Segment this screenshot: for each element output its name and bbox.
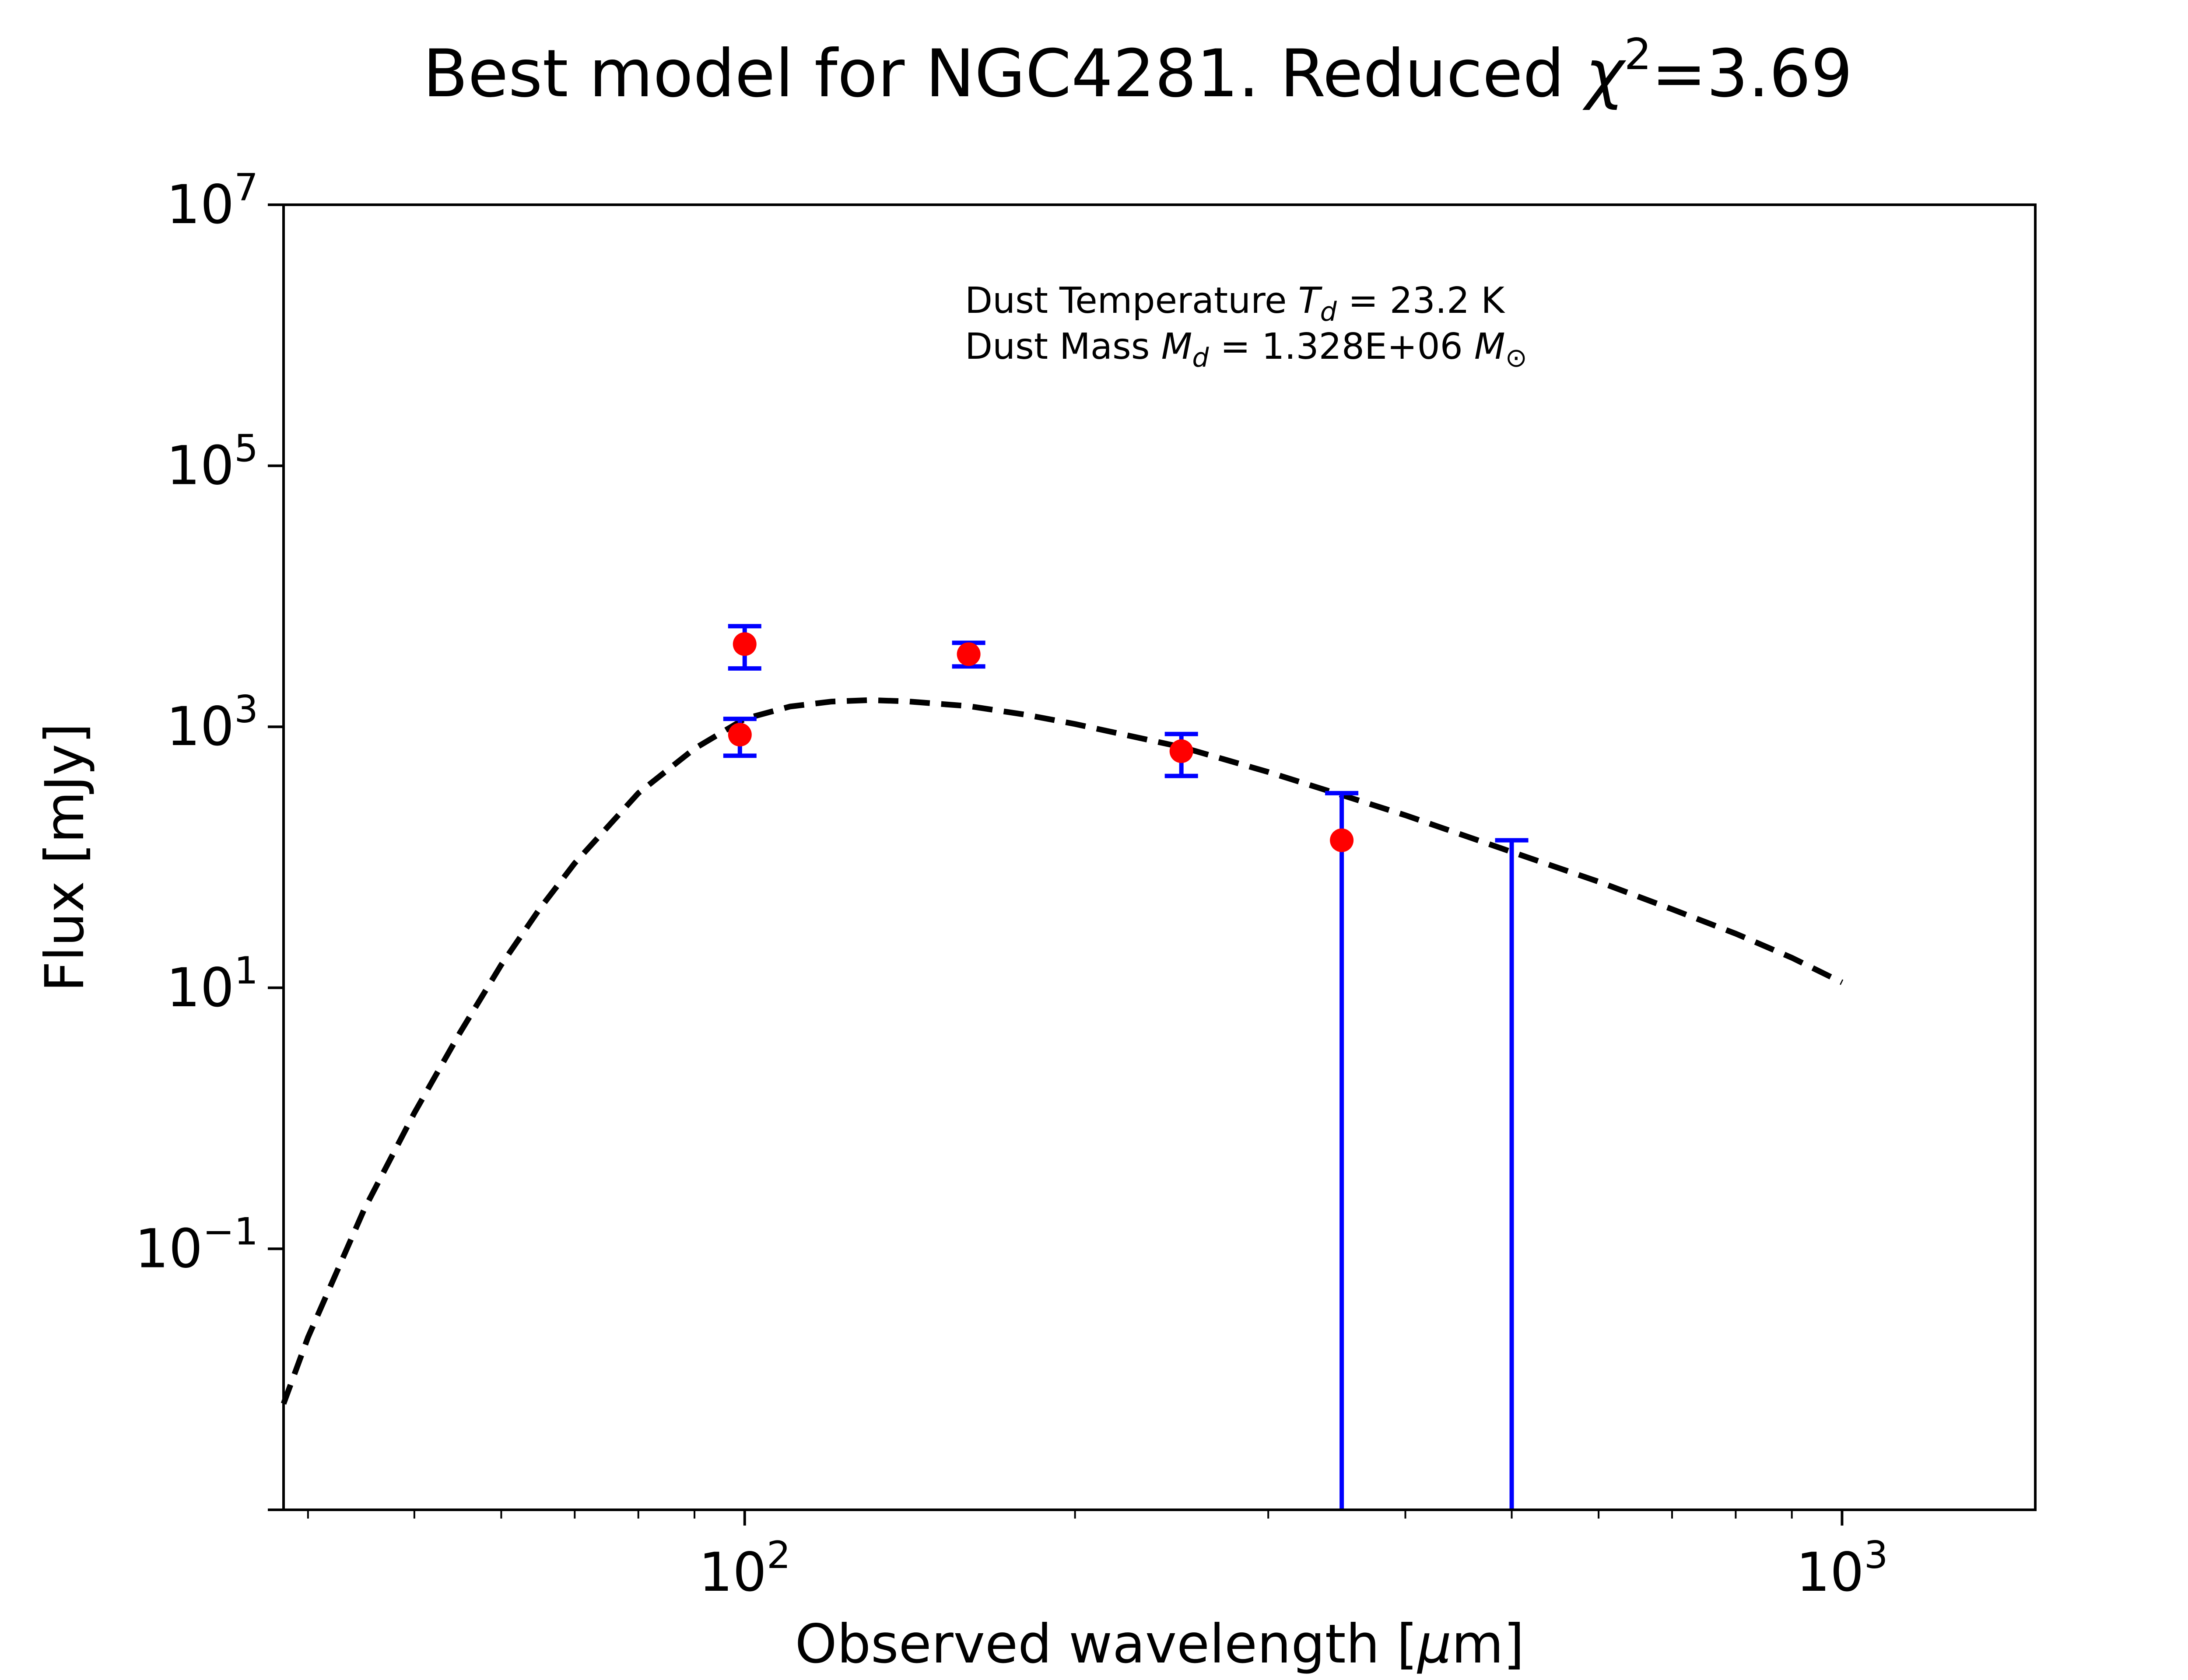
y-tick-label-1: 101 bbox=[166, 949, 258, 1019]
y-tick-label-3: 105 bbox=[166, 427, 258, 497]
x-tick-label-1: 103 bbox=[1796, 1533, 1888, 1603]
y-tick-label-4: 107 bbox=[166, 166, 258, 236]
chi-symbol: χ bbox=[1582, 36, 1627, 112]
annotation-dust-temperature: Dust Temperature Td = 23.2 K bbox=[965, 280, 1505, 327]
plot-frame bbox=[282, 203, 2037, 1511]
chart-title: Best model for NGC4281. Reduced χ2=3.69 bbox=[423, 30, 1852, 112]
data-point-1 bbox=[728, 723, 752, 747]
y-tick-label-0: 10−1 bbox=[135, 1210, 258, 1280]
marker-layer bbox=[728, 632, 1354, 852]
annotation-block: Dust Temperature Td = 23.2 K Dust Mass M… bbox=[965, 280, 1527, 373]
x-axis-ticks: 102 103 bbox=[307, 1510, 1888, 1603]
data-point-0 bbox=[733, 632, 757, 656]
data-point-4 bbox=[1330, 828, 1354, 852]
y-tick-label-2: 103 bbox=[166, 688, 258, 758]
y-axis-ticks: 10−1 101 103 105 107 bbox=[135, 166, 284, 1511]
data-point-3 bbox=[1169, 739, 1193, 763]
y-axis-label: Flux [mJy] bbox=[34, 723, 96, 992]
annotation-dust-mass: Dust Mass Md = 1.328E+06 M⊙ bbox=[965, 326, 1527, 373]
model-curve-layer bbox=[281, 697, 1844, 1405]
x-tick-label-0: 102 bbox=[699, 1533, 791, 1603]
data-point-2 bbox=[957, 642, 981, 666]
x-axis-label: Observed wavelength [μm] bbox=[795, 1613, 1525, 1675]
model-curve bbox=[281, 697, 1844, 1405]
chi-exponent: 2 bbox=[1624, 30, 1652, 80]
